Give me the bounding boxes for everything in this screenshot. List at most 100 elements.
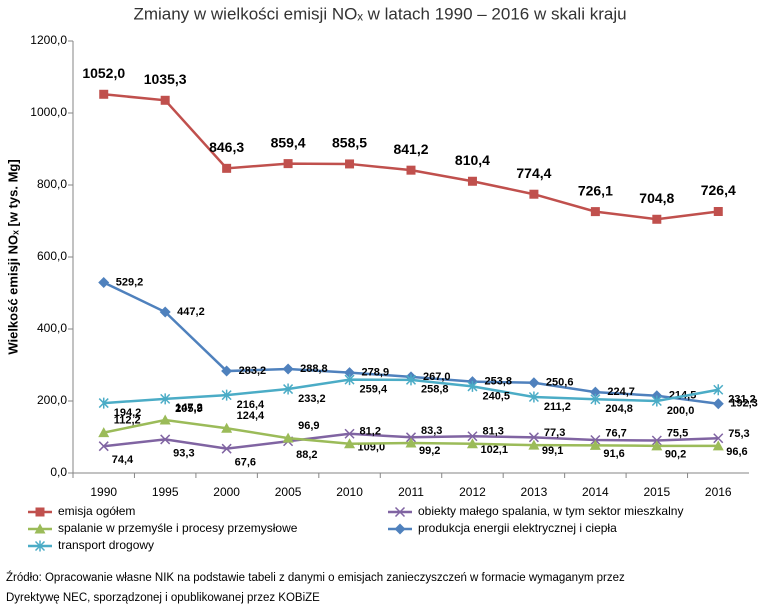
legend-label: obiekty małego spalania, w tym sektor mi…: [418, 504, 683, 518]
value-label: 96,6: [726, 446, 747, 458]
value-label: 224,7: [607, 386, 635, 398]
data-point: [651, 395, 662, 407]
value-label: 267,0: [423, 371, 451, 383]
legend-label: emisja ogółem: [58, 504, 135, 518]
y-tick-label: 400,0: [37, 321, 67, 335]
value-label: 841,2: [393, 141, 428, 157]
value-label: 90,2: [665, 448, 686, 460]
legend-label: produkcja energii elektrycznej i ciepła: [418, 521, 617, 535]
x-tick-label: 1990: [90, 485, 117, 499]
data-point: [406, 165, 416, 175]
data-point: [713, 433, 724, 444]
data-point: [282, 363, 294, 375]
value-label: 102,1: [480, 444, 508, 456]
value-label: 99,2: [419, 445, 440, 457]
data-point: [467, 431, 478, 442]
value-label: 240,5: [482, 390, 510, 402]
data-point: [589, 386, 601, 398]
value-label: 258,8: [421, 384, 449, 396]
value-label: 283,2: [239, 365, 267, 377]
value-label: 112,2: [114, 415, 141, 427]
value-label: 726,1: [578, 182, 613, 198]
y-tick-label: 200,0: [37, 393, 67, 407]
source-line: Dyrektywę NEC, sporządzonej i opublikowa…: [6, 592, 320, 604]
data-point: [713, 206, 723, 216]
data-point: [344, 428, 355, 439]
data-point: [712, 398, 724, 410]
data-point: [405, 432, 417, 443]
legend-marker: [34, 523, 46, 534]
value-label: 259,4: [360, 384, 388, 396]
value-label: 774,4: [516, 165, 551, 181]
data-point: [98, 441, 109, 452]
value-label: 124,4: [237, 410, 265, 422]
y-axis-title: Wielkość emisji NOₓ [w tys. Mg]: [5, 159, 20, 354]
data-point: [528, 377, 540, 389]
x-tick-label: 2010: [336, 485, 363, 499]
value-label: 205,9: [175, 403, 203, 415]
x-tick-label: 2014: [582, 485, 609, 499]
value-label: 211,2: [544, 401, 571, 413]
data-point: [98, 397, 109, 409]
data-point: [528, 439, 540, 450]
data-point: [467, 176, 477, 186]
data-point: [222, 163, 232, 173]
value-label: 529,2: [116, 276, 144, 288]
data-point: [221, 389, 232, 401]
data-point: [221, 422, 233, 433]
value-label: 96,9: [298, 420, 319, 432]
data-point: [160, 95, 170, 105]
data-point: [99, 89, 109, 99]
value-label: 233,2: [298, 393, 326, 405]
value-label: 204,8: [605, 403, 633, 415]
value-label: 846,3: [209, 139, 244, 155]
data-point: [344, 367, 356, 379]
value-label: 200,0: [667, 405, 695, 417]
value-label: 278,9: [362, 367, 390, 379]
x-tick-label: 2005: [275, 485, 302, 499]
x-tick-label: 2016: [705, 485, 732, 499]
chart-title: Zmiany w wielkości emisji NOₓ w latach 1…: [133, 4, 626, 23]
data-point: [713, 384, 724, 396]
value-label: 447,2: [177, 306, 205, 318]
legend-marker: [34, 540, 46, 552]
value-label: 192,3: [730, 398, 758, 410]
data-point: [712, 440, 724, 451]
legend-label: transport drogowy: [58, 538, 154, 552]
value-label: 75,5: [667, 428, 688, 440]
data-point: [528, 432, 539, 443]
data-point: [651, 440, 663, 451]
value-label: 253,8: [484, 376, 512, 388]
data-point: [98, 276, 110, 288]
data-point: [221, 365, 233, 377]
value-label: 91,6: [603, 448, 624, 460]
value-label: 83,3: [421, 425, 442, 437]
data-point: [160, 434, 171, 445]
value-label: 99,1: [542, 445, 563, 457]
data-point: [405, 374, 417, 386]
data-point: [98, 427, 110, 438]
value-label: 216,4: [237, 399, 265, 411]
value-label: 67,6: [235, 457, 256, 469]
legend-marker: [394, 523, 406, 535]
x-tick-label: 2012: [459, 485, 486, 499]
data-point: [160, 393, 171, 405]
value-label: 858,5: [332, 135, 367, 151]
data-point: [652, 214, 662, 224]
data-point: [282, 432, 294, 443]
x-tick-label: 2015: [643, 485, 670, 499]
data-point: [466, 438, 478, 449]
value-label: 194,2: [114, 407, 142, 419]
data-point: [589, 439, 601, 450]
legend-label: spalanie w przemyśle i procesy przemysło…: [58, 521, 298, 535]
value-label: 147,2: [175, 402, 203, 414]
value-label: 859,4: [271, 134, 306, 150]
legend-marker: [35, 507, 45, 517]
data-point: [345, 159, 355, 169]
data-point: [590, 393, 601, 405]
value-label: 810,4: [455, 152, 490, 168]
data-point: [283, 383, 294, 395]
data-point: [159, 306, 171, 318]
x-tick-label: 2011: [398, 485, 424, 499]
